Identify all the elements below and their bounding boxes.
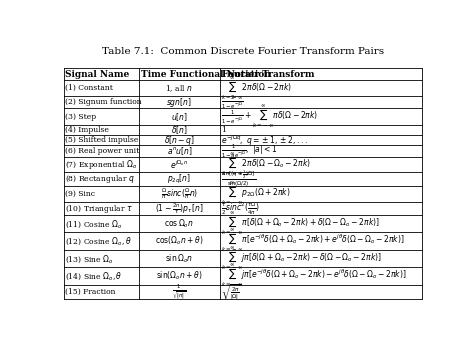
Text: (10) Triangular $\tau$: (10) Triangular $\tau$ bbox=[65, 203, 133, 214]
Text: Table 7.1:  Common Discrete Fourier Transform Pairs: Table 7.1: Common Discrete Fourier Trans… bbox=[102, 47, 384, 57]
Text: $(1 - \frac{2n}{\tau})p_{\tau}[n]$: $(1 - \frac{2n}{\tau})p_{\tau}[n]$ bbox=[155, 201, 203, 216]
Text: (2) Signum function: (2) Signum function bbox=[65, 98, 142, 106]
Text: (8) Rectangular $q$: (8) Rectangular $q$ bbox=[65, 173, 135, 186]
Text: $p_{2q}[n]$: $p_{2q}[n]$ bbox=[167, 173, 191, 186]
Text: $\frac{1}{\sqrt{|n|}}$: $\frac{1}{\sqrt{|n|}}$ bbox=[172, 282, 187, 301]
Text: $e^{j\Omega_o n}$: $e^{j\Omega_o n}$ bbox=[170, 159, 189, 171]
Text: $\frac{2}{1-e^{-j\Omega}}$: $\frac{2}{1-e^{-j\Omega}}$ bbox=[221, 93, 244, 111]
Text: $\sum_{k=-\infty}^{\infty} \pi[e^{-j\theta}\delta(\Omega + \Omega_o - 2\pi k) + : $\sum_{k=-\infty}^{\infty} \pi[e^{-j\the… bbox=[221, 228, 405, 254]
Text: $\sum_{k=-\infty}^{\infty} j\pi[\delta(\Omega + \Omega_o - 2\pi k) - \delta(\Ome: $\sum_{k=-\infty}^{\infty} j\pi[\delta(\… bbox=[221, 245, 382, 272]
Text: 1, all $n$: 1, all $n$ bbox=[165, 83, 193, 94]
Text: (13) Sine $\Omega_o$: (13) Sine $\Omega_o$ bbox=[65, 253, 114, 265]
Text: (1) Constant: (1) Constant bbox=[65, 84, 113, 92]
Text: $a^n u[n]$: $a^n u[n]$ bbox=[166, 145, 192, 157]
Text: (6) Real power unit: (6) Real power unit bbox=[65, 147, 139, 155]
Text: $u[n]$: $u[n]$ bbox=[171, 111, 188, 123]
Text: $\sum_{k=-\infty}^{\infty} \pi[\delta(\Omega + \Omega_o - 2\pi k) + \delta(\Omeg: $\sum_{k=-\infty}^{\infty} \pi[\delta(\O… bbox=[221, 210, 380, 237]
Text: (5) Shifted impulse: (5) Shifted impulse bbox=[65, 136, 138, 144]
Text: $\sum_{k=-\infty}^{\infty} 2\pi\delta(\Omega - \Omega_o - 2\pi k)$: $\sum_{k=-\infty}^{\infty} 2\pi\delta(\O… bbox=[221, 151, 311, 178]
Text: (12) Cosine $\Omega_o, \theta$: (12) Cosine $\Omega_o, \theta$ bbox=[65, 235, 132, 247]
Text: $\frac{1}{1-ae^{-j\Omega}},\ |a| < 1$: $\frac{1}{1-ae^{-j\Omega}},\ |a| < 1$ bbox=[221, 143, 278, 160]
Text: $\sum_{k=-\infty}^{\infty} p_{2\Omega}(\Omega + 2\pi k)$: $\sum_{k=-\infty}^{\infty} p_{2\Omega}(\… bbox=[221, 181, 291, 207]
Text: 1: 1 bbox=[221, 127, 226, 134]
Text: $sgn[n]$: $sgn[n]$ bbox=[166, 95, 192, 109]
Text: (15) Fraction: (15) Fraction bbox=[65, 288, 116, 296]
Text: $\delta[n]$: $\delta[n]$ bbox=[171, 124, 188, 136]
Text: (14) Sine $\Omega_o, \theta$: (14) Sine $\Omega_o, \theta$ bbox=[65, 270, 123, 282]
Text: $\cos\Omega_o n$: $\cos\Omega_o n$ bbox=[164, 218, 194, 230]
Text: $\delta[n-q]$: $\delta[n-q]$ bbox=[164, 134, 195, 147]
Text: (9) Sinc: (9) Sinc bbox=[65, 190, 95, 198]
Text: $e^{-j\Omega q},\ q = \pm 1, \pm 2, ...$: $e^{-j\Omega q},\ q = \pm 1, \pm 2, ...$ bbox=[221, 133, 308, 148]
Text: $\frac{1}{1-e^{-j\Omega}} + \sum_{k=-\infty}^{\infty} \pi\delta(\Omega - 2\pi k): $\frac{1}{1-e^{-j\Omega}} + \sum_{k=-\in… bbox=[221, 103, 319, 130]
Text: $\sum_{k=-\infty}^{\infty} 2\pi\delta(\Omega - 2\pi k)$: $\sum_{k=-\infty}^{\infty} 2\pi\delta(\O… bbox=[221, 75, 292, 102]
Text: $\sqrt{\frac{2\pi}{|\Omega|}}$: $\sqrt{\frac{2\pi}{|\Omega|}}$ bbox=[221, 282, 242, 302]
Text: $\cos(\Omega_o n + \theta)$: $\cos(\Omega_o n + \theta)$ bbox=[155, 235, 204, 248]
Text: $\frac{\Omega}{\pi}sinc(\frac{\Omega}{\pi}n)$: $\frac{\Omega}{\pi}sinc(\frac{\Omega}{\p… bbox=[161, 187, 198, 202]
Text: Signal Name: Signal Name bbox=[65, 70, 130, 79]
Text: $\sin\Omega_o n$: $\sin\Omega_o n$ bbox=[165, 252, 193, 265]
Text: $\frac{\tau}{2}sinc^2(\frac{\tau\Omega}{4\pi})$: $\frac{\tau}{2}sinc^2(\frac{\tau\Omega}{… bbox=[221, 201, 260, 217]
Text: Time Functional Notation: Time Functional Notation bbox=[141, 70, 271, 79]
Text: Fourier Transform: Fourier Transform bbox=[222, 70, 314, 79]
Text: $\sin(\Omega_o n + \theta)$: $\sin(\Omega_o n + \theta)$ bbox=[156, 270, 203, 282]
Text: (7) Exponential $\Omega_o$: (7) Exponential $\Omega_o$ bbox=[65, 158, 138, 171]
Text: $\sum_{k=-\infty}^{\infty} j\pi[e^{-j\theta}\delta(\Omega + \Omega_o - 2\pi k) -: $\sum_{k=-\infty}^{\infty} j\pi[e^{-j\th… bbox=[221, 263, 407, 289]
Text: (3) Step: (3) Step bbox=[65, 113, 96, 121]
Text: $\frac{\sin[(q+\frac{1}{2})\Omega]}{\sin(\Omega/2)}$: $\frac{\sin[(q+\frac{1}{2})\Omega]}{\sin… bbox=[221, 169, 256, 190]
Text: (11) Cosine $\Omega_o$: (11) Cosine $\Omega_o$ bbox=[65, 218, 123, 230]
Text: (4) Impulse: (4) Impulse bbox=[65, 127, 109, 134]
